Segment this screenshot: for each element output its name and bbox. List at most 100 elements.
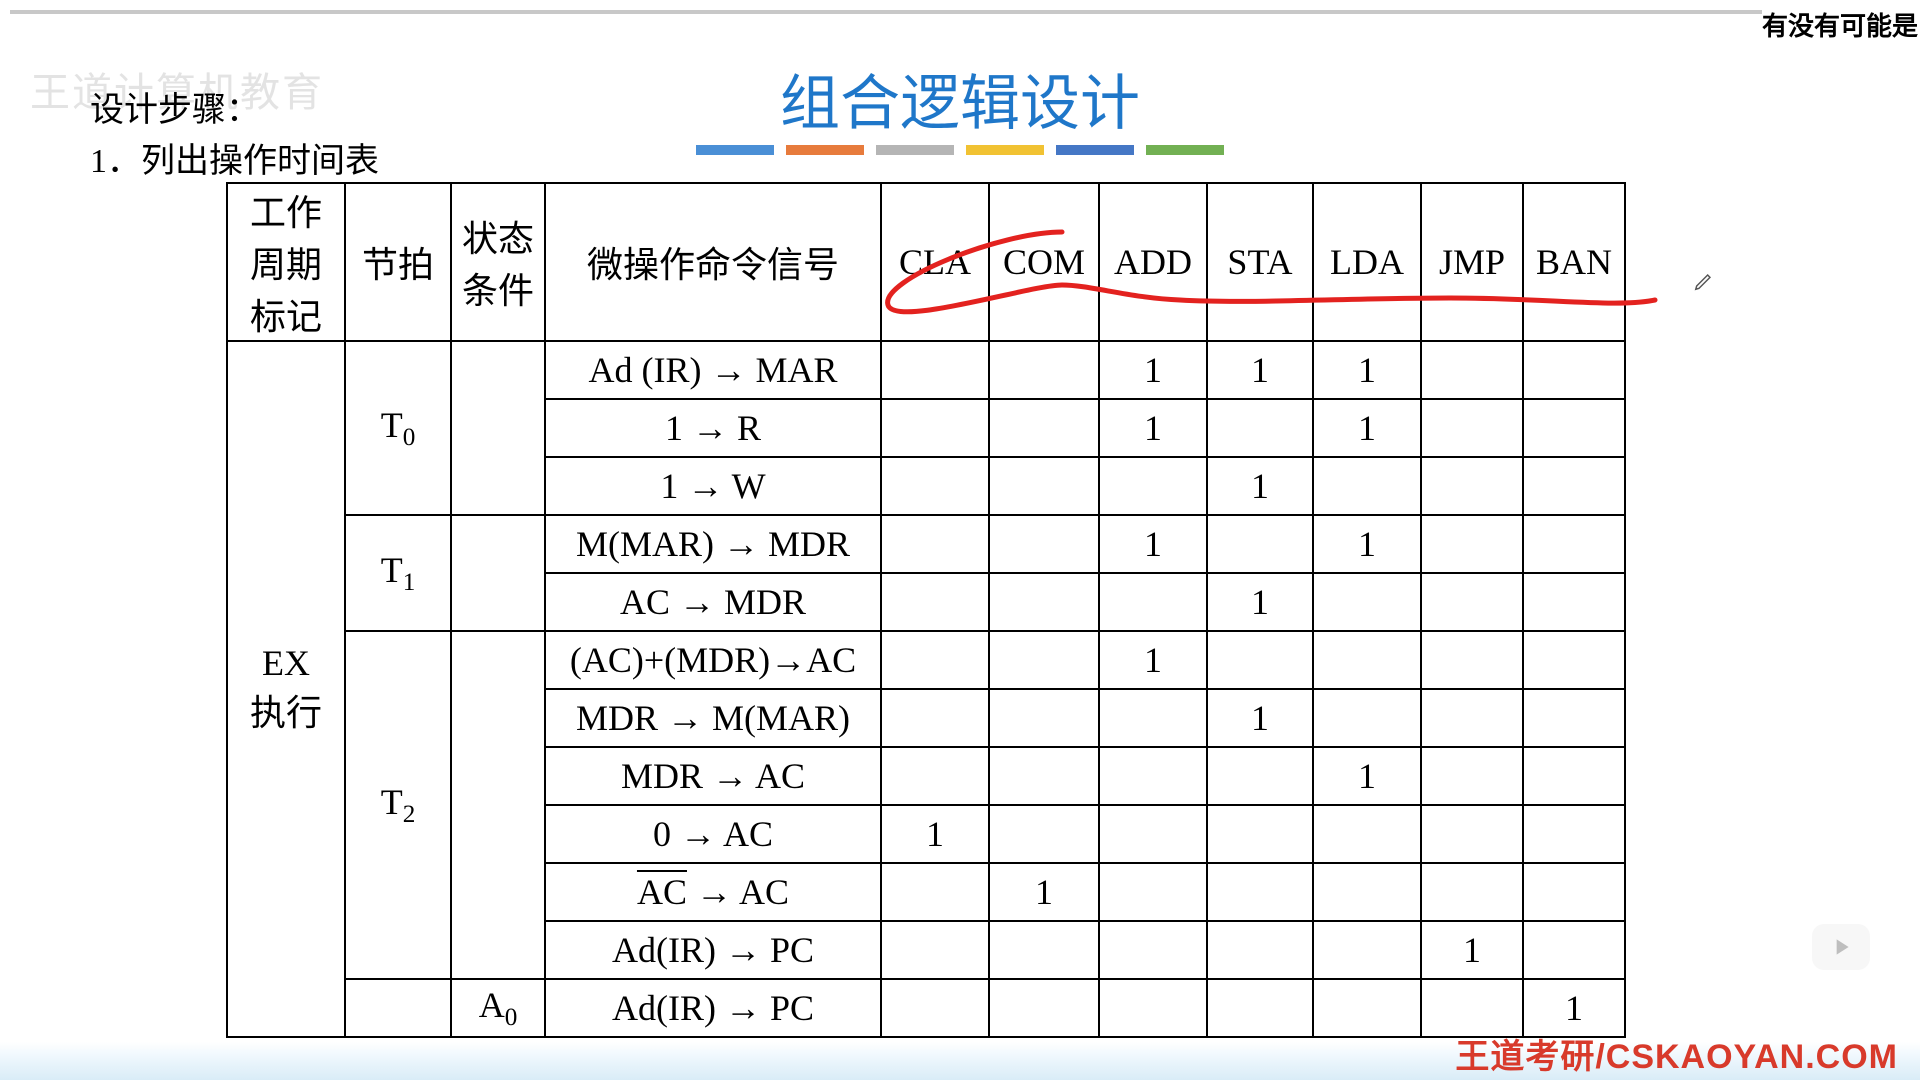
instruction-cell [1313,805,1421,863]
instruction-cell [989,689,1099,747]
instruction-cell [881,457,989,515]
footer-brand: 王道考研/CSKAOYAN.COM [1455,1029,1898,1078]
table-header: 工作周期标记 [227,183,345,341]
table-row: EX执行T0Ad (IR) → MAR111 [227,341,1625,399]
condition-label [451,631,545,979]
instruction-cell: 1 [1099,399,1207,457]
table-header: CLA [881,183,989,341]
table-header: 节拍 [345,183,451,341]
instruction-cell [989,457,1099,515]
instruction-cell [881,979,989,1037]
instruction-cell [1207,805,1313,863]
pen-cursor-icon [1693,270,1715,299]
table-header: BAN [1523,183,1625,341]
instruction-cell: 1 [1207,341,1313,399]
instruction-cell [1207,747,1313,805]
cycle-label: EX执行 [227,341,345,1037]
instruction-cell [1523,631,1625,689]
instruction-cell [989,631,1099,689]
micro-op-signal: AC → AC [545,863,881,921]
color-bar [1146,145,1224,155]
instruction-cell [881,689,989,747]
table-header: ADD [1099,183,1207,341]
table-header: LDA [1313,183,1421,341]
table-row: T2(AC)+(MDR)→AC1 [227,631,1625,689]
beat-label: T0 [345,341,451,515]
top-separator [10,10,1910,14]
instruction-cell [1099,921,1207,979]
instruction-cell: 1 [1207,689,1313,747]
table-header: JMP [1421,183,1523,341]
slide: 王道计算机教育 有没有可能是 组合逻辑设计 设计步骤： 1．列出操作时间表 工作… [0,0,1920,1080]
instruction-cell [1421,631,1523,689]
step-1: 1．列出操作时间表 [90,136,379,187]
micro-op-signal: 0 → AC [545,805,881,863]
micro-op-signal: M(MAR) → MDR [545,515,881,573]
instruction-cell: 1 [1207,573,1313,631]
operation-timing-table: 工作周期标记节拍状态条件微操作命令信号CLACOMADDSTALDAJMPBAN… [226,182,1626,1038]
operation-table-wrap: 工作周期标记节拍状态条件微操作命令信号CLACOMADDSTALDAJMPBAN… [226,182,1626,1038]
play-button[interactable] [1812,924,1870,970]
instruction-cell [989,399,1099,457]
beat-label: T1 [345,515,451,631]
micro-op-signal: (AC)+(MDR)→AC [545,631,881,689]
color-bar [1056,145,1134,155]
color-bar [876,145,954,155]
instruction-cell [881,573,989,631]
instruction-cell [1523,515,1625,573]
instruction-cell [1523,921,1625,979]
table-header: STA [1207,183,1313,341]
table-header: COM [989,183,1099,341]
instruction-cell [1207,631,1313,689]
table-row: T1M(MAR) → MDR11 [227,515,1625,573]
micro-op-signal: MDR → M(MAR) [545,689,881,747]
micro-op-signal: MDR → AC [545,747,881,805]
instruction-cell [881,921,989,979]
micro-op-signal: Ad (IR) → MAR [545,341,881,399]
instruction-cell [1313,863,1421,921]
instruction-cell [1313,921,1421,979]
instruction-cell [1421,689,1523,747]
instruction-cell [881,747,989,805]
instruction-cell [1207,399,1313,457]
corner-caption: 有没有可能是 [1762,6,1918,43]
instruction-cell [881,341,989,399]
beat-label: T2 [345,631,451,979]
instruction-cell [1421,515,1523,573]
instruction-cell [1207,515,1313,573]
instruction-cell [1523,805,1625,863]
instruction-cell [1421,863,1523,921]
instruction-cell [1523,747,1625,805]
beat-label [345,979,451,1037]
instruction-cell [1523,399,1625,457]
instruction-cell: 1 [1099,341,1207,399]
instruction-cell: 1 [1207,457,1313,515]
instruction-cell [1207,863,1313,921]
condition-label [451,341,545,515]
instruction-cell: 1 [989,863,1099,921]
instruction-cell [1313,979,1421,1037]
instruction-cell [1099,805,1207,863]
instruction-cell [989,921,1099,979]
instruction-cell [989,805,1099,863]
table-header: 微操作命令信号 [545,183,881,341]
micro-op-signal: AC → MDR [545,573,881,631]
instruction-cell [881,399,989,457]
instruction-cell [1099,457,1207,515]
condition-label: A0 [451,979,545,1037]
instruction-cell [1313,457,1421,515]
instruction-cell [1099,689,1207,747]
instruction-cell [881,863,989,921]
instruction-cell: 1 [1099,515,1207,573]
instruction-cell [989,979,1099,1037]
design-steps: 设计步骤： 1．列出操作时间表 [90,85,379,187]
instruction-cell [1313,631,1421,689]
step-heading: 设计步骤： [90,85,379,136]
instruction-cell [1421,457,1523,515]
instruction-cell [1523,863,1625,921]
color-bars [696,145,1224,155]
instruction-cell [989,515,1099,573]
instruction-cell [1313,573,1421,631]
instruction-cell [989,747,1099,805]
instruction-cell: 1 [881,805,989,863]
